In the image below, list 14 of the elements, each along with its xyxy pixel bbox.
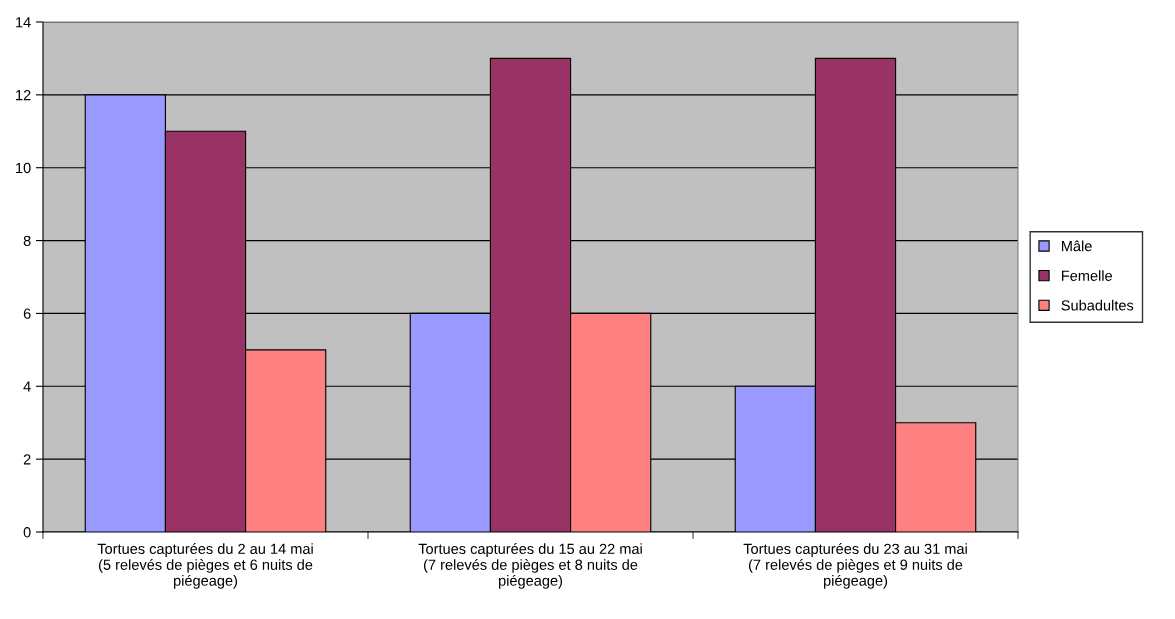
y-tick-label: 0: [23, 527, 31, 538]
y-tick-label: 2: [23, 454, 31, 465]
x-tick-label: Tortues capturées du 15 au 22 mai (7 relevés de pièges et 8 nuits de piégeage): [418, 543, 642, 589]
y-tick-label: 6: [23, 308, 31, 319]
y-tick-label: 8: [23, 235, 31, 246]
legend-label: Subadultes: [1061, 299, 1134, 311]
x-tick-label: Tortues capturées du 2 au 14 mai (5 relevés de pièges et 6 nuits de piégeage): [97, 543, 313, 589]
legend-label: Femelle: [1061, 270, 1113, 281]
y-tick-label: 10: [16, 162, 31, 174]
y-tick-label: 14: [16, 17, 31, 28]
y-tick-label: 12: [16, 89, 31, 101]
legend-label: Mâle: [1061, 240, 1092, 252]
y-tick-label: 4: [23, 381, 31, 392]
x-tick-label: Tortues capturées du 23 au 31 mai (7 relevés de pièges et 9 nuits de piégeage): [743, 543, 967, 589]
